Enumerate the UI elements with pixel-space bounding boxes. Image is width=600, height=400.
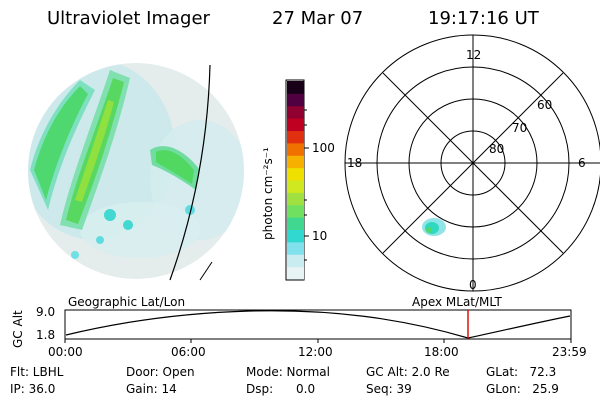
mlt-label-0: 0 xyxy=(469,278,477,292)
colorbar-segment xyxy=(287,93,304,107)
y-tick-9: 9.0 xyxy=(36,305,56,319)
image-date: 27 Mar 07 xyxy=(272,8,364,29)
colorbar-segment xyxy=(287,266,304,280)
glon-readout: GLon: 25.9 xyxy=(486,382,559,396)
mlat-label-60: 60 xyxy=(537,98,553,112)
polar-grid xyxy=(344,34,600,292)
colorbar-segment xyxy=(287,81,304,94)
y-tick-1-8: 1.8 xyxy=(36,328,56,342)
ip-readout: IP: 36.0 xyxy=(10,382,56,396)
colorbar-segment xyxy=(287,217,304,230)
colorbar-segment xyxy=(287,254,304,268)
mlt-label-6: 6 xyxy=(578,156,586,170)
colorbar-segment xyxy=(287,105,304,119)
colorbar-segment xyxy=(287,167,304,181)
colorbar-tick-100: 100 xyxy=(312,141,335,155)
glat-readout: GLat: 72.3 xyxy=(486,365,557,379)
polar-auroral-spot xyxy=(422,218,446,236)
mlat-label-80: 80 xyxy=(489,142,505,156)
colorbar-segment xyxy=(287,229,304,243)
gc-alt-readout: GC Alt: 2.0 Re xyxy=(366,365,450,379)
filter-readout: Flt: LBHL xyxy=(10,365,64,379)
x-tick-1200: 12:00 xyxy=(298,345,333,359)
colorbar-segment xyxy=(287,180,304,193)
mlt-label-18: 18 xyxy=(347,156,363,170)
colorbar-segment xyxy=(287,142,304,156)
colorbar-segment xyxy=(287,130,304,144)
color-bar xyxy=(285,79,309,281)
x-tick-0000: 00:00 xyxy=(48,345,83,359)
mlat-label-70: 70 xyxy=(512,121,528,135)
seq-readout: Seq: 39 xyxy=(366,382,412,396)
colorbar-segment xyxy=(287,192,304,206)
colorbar-segment xyxy=(287,241,304,255)
x-tick-0600: 06:00 xyxy=(171,345,206,359)
dsp-readout: Dsp: 0.0 xyxy=(246,382,316,396)
instrument-title: Ultraviolet Imager xyxy=(47,8,210,29)
gc-alt-axis-title: GC Alt xyxy=(11,310,25,348)
geographic-label: Geographic Lat/Lon xyxy=(68,295,186,309)
mode-readout: Mode: Normal xyxy=(246,365,330,379)
door-readout: Door: Open xyxy=(126,365,195,379)
apex-label: Apex MLat/MLT xyxy=(412,295,502,309)
mlt-label-12: 12 xyxy=(466,48,482,62)
geographic-auroral-image xyxy=(28,63,244,281)
gc-altitude-timeline xyxy=(64,309,572,343)
image-time: 19:17:16 UT xyxy=(428,8,539,29)
x-tick-2359: 23:59 xyxy=(552,345,587,359)
colorbar-segment xyxy=(287,118,304,131)
colorbar-unit-label: photon cm⁻²s⁻¹ xyxy=(261,147,275,240)
colorbar-tick-10: 10 xyxy=(312,229,328,243)
colorbar-segment xyxy=(287,204,304,218)
gain-readout: Gain: 14 xyxy=(126,382,177,396)
x-tick-1800: 18:00 xyxy=(424,345,459,359)
colorbar-segment xyxy=(287,155,304,169)
